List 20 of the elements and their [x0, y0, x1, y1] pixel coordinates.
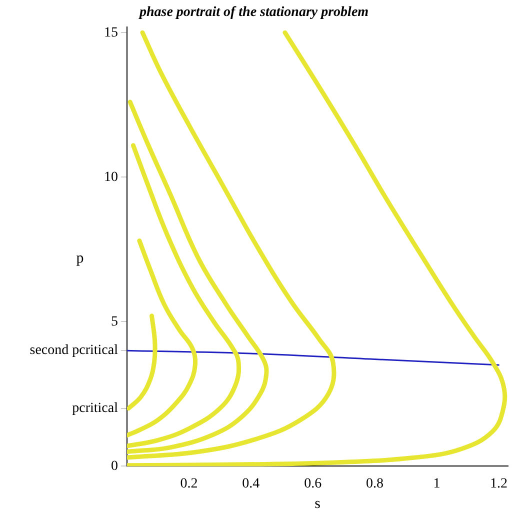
y-tick-label: 10 [104, 170, 118, 185]
x-tick-label: 0.4 [242, 476, 260, 492]
y-tick-label: second pcritical [30, 343, 118, 358]
y-tick-label: 15 [104, 25, 118, 40]
x-tick-label: 0.2 [180, 476, 198, 492]
x-tick-label: 1.2 [490, 476, 508, 492]
x-tick-label: 0.6 [304, 476, 322, 492]
y-tick-label: pcritical [72, 401, 118, 416]
line-series [127, 30, 507, 466]
line-series [127, 350, 500, 366]
x-tick-label: 0.8 [366, 476, 384, 492]
chart-title: phase portrait of the stationary problem [138, 5, 369, 20]
y-tick-label: 5 [111, 314, 118, 330]
line-series [127, 314, 158, 411]
x-tick-label: 1 [433, 476, 440, 492]
y-axis-title: p [76, 250, 84, 266]
line-series [127, 30, 336, 460]
line-series [127, 238, 198, 438]
x-axis-title: s [314, 496, 321, 512]
y-tick-label: 0 [111, 458, 118, 474]
